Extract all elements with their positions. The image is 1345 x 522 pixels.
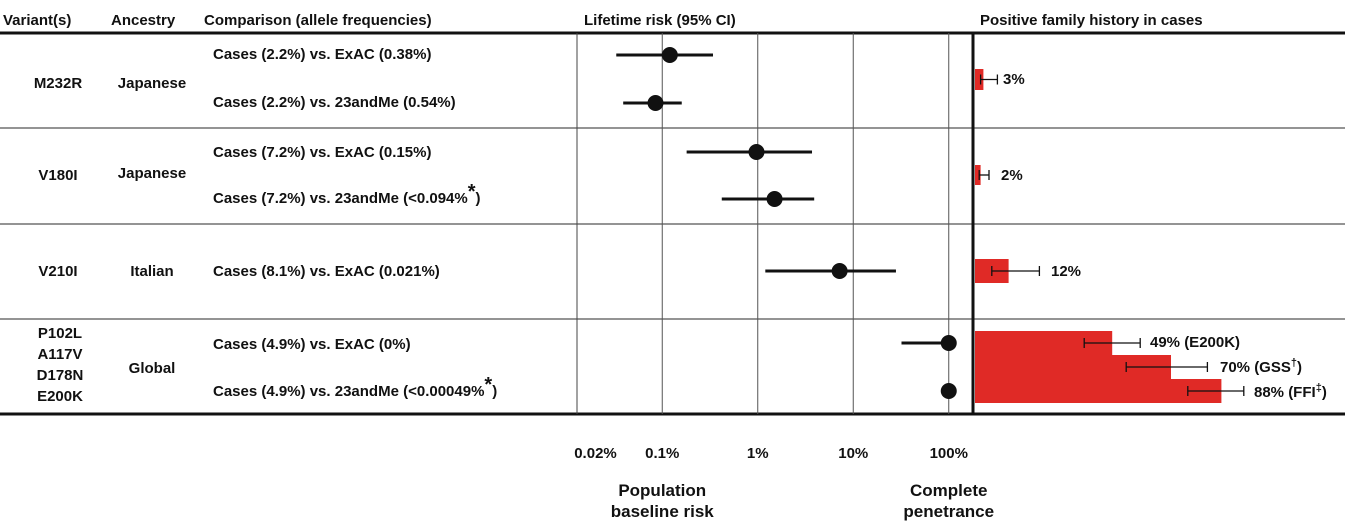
family-label-ffi: 88% (FFI‡) (1254, 382, 1327, 401)
risk-point-v210i-exac (765, 263, 896, 279)
risk-annotation-baseline-risk: baseline risk (611, 502, 715, 521)
risk-estimate-dot (831, 263, 848, 279)
family-label-ffi-suffix: ) (1322, 384, 1327, 401)
comparison-v180i-23andme-asterisk: * (468, 181, 476, 203)
header-comparison: Comparison (allele frequencies) (204, 12, 432, 29)
family-bar-v210i-12 (975, 259, 1041, 283)
family-bar-global-70-gss (975, 355, 1209, 379)
variant-name-v210i: V210I (38, 263, 77, 280)
ancestry-label-v210i: Italian (130, 263, 173, 280)
risk-estimate-dot (661, 47, 678, 63)
comparison-global-exac: Cases (4.9%) vs. ExAC (0%) (213, 336, 411, 353)
risk-point-m232r-exac (616, 47, 714, 63)
variant-name-m232r: M232R (34, 75, 83, 92)
ancestry-label-m232r: Japanese (118, 75, 186, 92)
risk-estimate-dot (940, 335, 957, 351)
family-bar-rect (975, 379, 1222, 403)
risk-point-global-exac (901, 335, 957, 351)
risk-point-v180i-23andme (721, 191, 815, 207)
risk-point-m232r-23andme (623, 95, 682, 111)
header-risk: Lifetime risk (95% CI) (584, 12, 736, 29)
family-label-gss: 70% (GSS†) (1220, 357, 1302, 376)
family-bar-global-49-e200k (975, 331, 1141, 355)
comparison-v180i-23andme-text: Cases (7.2%) vs. 23andMe (<0.094% (213, 190, 468, 207)
family-bar-rect (975, 165, 981, 185)
comparison-v180i-23andme-suffix: ) (476, 190, 481, 207)
family-bar-m232r-3 (975, 69, 999, 90)
risk-estimate-dot (940, 383, 957, 399)
family-bar-v180i-2 (975, 165, 990, 185)
header-variants: Variant(s) (3, 12, 71, 29)
comparison-v210i-exac: Cases (8.1%) vs. ExAC (0.021%) (213, 263, 440, 280)
family-label-e200k: 49% (E200K) (1150, 334, 1240, 351)
family-label-v210i: 12% (1051, 263, 1081, 280)
risk-tick-label-1: 1% (747, 445, 769, 462)
ancestry-label-global: Global (129, 360, 176, 377)
comparison-v180i-23andme: Cases (7.2%) vs. 23andMe (<0.094%*) (213, 181, 481, 207)
comparison-global-23andme-asterisk: * (484, 374, 492, 396)
risk-estimate-dot (647, 95, 664, 111)
ancestry-label-v180i: Japanese (118, 165, 186, 182)
variant-name-p102l: P102L (38, 325, 82, 342)
risk-point-global-23andme (940, 383, 957, 399)
family-bar-global-88-ffi (975, 379, 1245, 403)
family-label-ffi-dagger: ‡ (1316, 382, 1322, 394)
risk-estimate-dot (766, 191, 783, 207)
risk-annotation-complete: Complete (910, 481, 987, 500)
variant-name-a117v: A117V (37, 346, 82, 363)
header-ancestry: Ancestry (111, 12, 176, 29)
comparison-m232r-exac: Cases (2.2%) vs. ExAC (0.38%) (213, 46, 431, 63)
risk-tick-label-0-02: 0.02% (574, 445, 617, 462)
risk-tick-label-100: 100% (930, 445, 968, 462)
risk-annotation-population: Population (618, 481, 706, 500)
family-bars (975, 69, 1245, 403)
variant-name-v180i: V180I (38, 167, 77, 184)
risk-points (616, 47, 957, 399)
family-bar-rect (975, 69, 984, 90)
comparison-global-23andme-text: Cases (4.9%) vs. 23andMe (<0.00049% (213, 383, 484, 400)
variant-name-e200k: E200K (37, 388, 83, 405)
comparison-global-23andme: Cases (4.9%) vs. 23andMe (<0.00049%*) (213, 374, 497, 400)
comparison-m232r-23andme: Cases (2.2%) vs. 23andMe (0.54%) (213, 94, 456, 111)
family-label-gss-suffix: ) (1297, 359, 1302, 376)
comparison-v180i-exac: Cases (7.2%) vs. ExAC (0.15%) (213, 144, 431, 161)
family-label-gss-dagger: † (1291, 357, 1297, 369)
risk-estimate-dot (748, 144, 765, 160)
family-label-m232r: 3% (1003, 71, 1025, 88)
risk-annotations: Population baseline risk Complete penetranc… (611, 481, 994, 521)
risk-point-v180i-exac (686, 144, 813, 160)
risk-tick-label-0-1: 0.1% (645, 445, 679, 462)
family-label-ffi-text: 88% (FFI (1254, 384, 1316, 401)
risk-annotation-penetrance: penetrance (903, 502, 994, 521)
family-label-gss-text: 70% (GSS (1220, 359, 1291, 376)
variant-name-d178n: D178N (37, 367, 84, 384)
risk-tick-labels: 0.02% 0.1% 1% 10% 100% (574, 445, 968, 462)
comparison-global-23andme-suffix: ) (492, 383, 497, 400)
family-label-v180i: 2% (1001, 167, 1023, 184)
header-family: Positive family history in cases (980, 12, 1203, 29)
risk-tick-label-10: 10% (838, 445, 868, 462)
